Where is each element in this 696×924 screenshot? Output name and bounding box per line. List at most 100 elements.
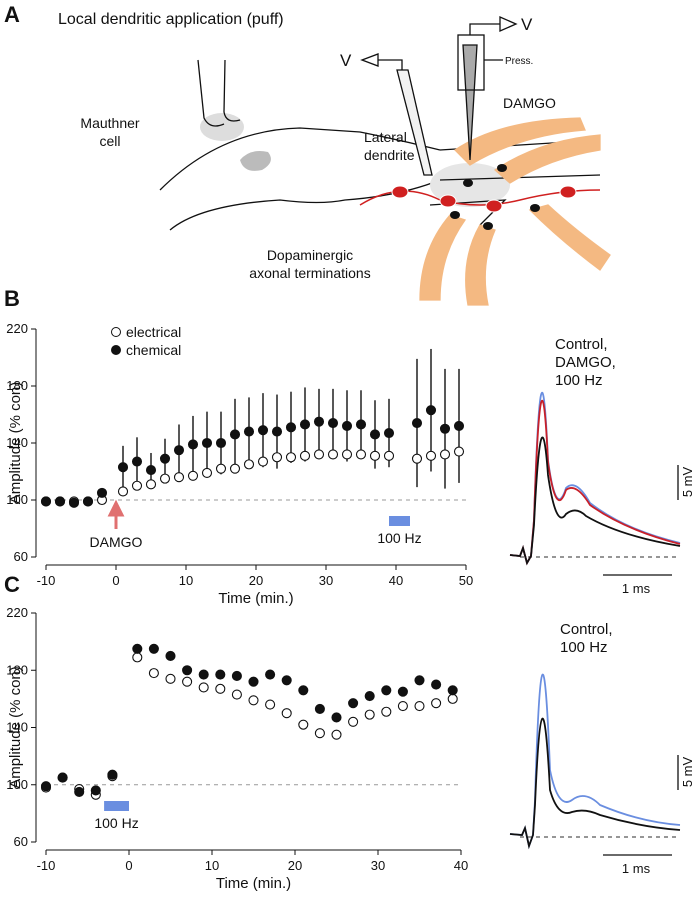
point bbox=[299, 419, 311, 430]
point bbox=[383, 450, 395, 461]
point bbox=[96, 487, 108, 498]
point bbox=[348, 698, 359, 709]
axon-fiber bbox=[528, 204, 611, 271]
axon-fiber bbox=[465, 224, 496, 306]
point bbox=[414, 675, 425, 686]
axon-fiber bbox=[493, 134, 601, 184]
point bbox=[364, 690, 375, 702]
diagram-label: dendrite bbox=[364, 147, 415, 163]
point bbox=[145, 479, 157, 490]
point bbox=[281, 675, 292, 686]
point bbox=[132, 652, 143, 663]
point bbox=[187, 470, 199, 481]
x-tick-label: 40 bbox=[389, 573, 403, 588]
trace-legend: Control, bbox=[555, 336, 608, 353]
trace-legend: 100 Hz bbox=[555, 372, 603, 389]
scale-label: 1 ms bbox=[622, 581, 651, 596]
point bbox=[248, 676, 259, 687]
point bbox=[248, 695, 259, 706]
point bbox=[355, 449, 367, 460]
nucleus bbox=[240, 151, 271, 171]
point bbox=[285, 452, 297, 463]
point bbox=[243, 426, 255, 437]
stim-bar bbox=[389, 516, 410, 526]
diagram-label: cell bbox=[99, 133, 120, 149]
point bbox=[364, 709, 375, 720]
y-axis-label: Amplitude (% con) bbox=[7, 382, 24, 505]
point bbox=[281, 708, 292, 719]
x-tick-label: 10 bbox=[205, 858, 219, 873]
panel-label: C bbox=[4, 572, 20, 597]
y-tick-label: 140 bbox=[6, 720, 28, 735]
x-tick-label: 10 bbox=[179, 573, 193, 588]
diagram-label: DAMGO bbox=[503, 95, 556, 111]
point bbox=[447, 685, 458, 696]
trace-legend: DAMGO, bbox=[555, 354, 616, 371]
point bbox=[243, 459, 255, 470]
y-axis-label: Amplitude (% con) bbox=[7, 666, 24, 789]
y-tick-label: 60 bbox=[14, 549, 28, 564]
point bbox=[314, 703, 325, 714]
legend-marker bbox=[111, 345, 121, 355]
point bbox=[341, 449, 353, 460]
point bbox=[431, 679, 442, 690]
point bbox=[397, 700, 408, 712]
point bbox=[215, 669, 226, 680]
point bbox=[148, 643, 159, 654]
point bbox=[265, 669, 276, 680]
x-tick-label: -10 bbox=[37, 573, 56, 588]
point bbox=[82, 496, 94, 507]
x-tick-label: -10 bbox=[37, 858, 56, 873]
point bbox=[40, 781, 52, 792]
point bbox=[131, 480, 143, 491]
point bbox=[341, 420, 353, 431]
point bbox=[159, 473, 171, 484]
point bbox=[229, 463, 241, 474]
point bbox=[298, 719, 309, 730]
point bbox=[145, 465, 157, 476]
point bbox=[57, 772, 68, 783]
point bbox=[187, 439, 199, 450]
point bbox=[132, 643, 143, 654]
stim-bar bbox=[104, 801, 129, 811]
x-axis-label: Time (min.) bbox=[216, 875, 291, 892]
point bbox=[331, 729, 342, 740]
point bbox=[173, 445, 185, 456]
y-tick-label: 220 bbox=[6, 605, 28, 620]
y-tick-label: 180 bbox=[6, 378, 28, 393]
point bbox=[298, 685, 309, 696]
point bbox=[68, 497, 80, 508]
recording-electrode bbox=[396, 69, 433, 176]
point bbox=[201, 437, 213, 449]
point bbox=[229, 429, 241, 440]
point bbox=[117, 486, 129, 497]
x-tick-label: 20 bbox=[288, 858, 302, 873]
y-tick-label: 140 bbox=[6, 435, 28, 450]
point bbox=[411, 417, 423, 429]
point bbox=[447, 693, 458, 704]
point bbox=[182, 665, 193, 676]
point bbox=[54, 496, 66, 507]
y-tick-label: 180 bbox=[6, 662, 28, 677]
legend-label: electrical bbox=[126, 324, 181, 340]
point bbox=[271, 452, 283, 463]
point bbox=[313, 449, 325, 460]
diagram-label: Dopaminergic bbox=[267, 247, 353, 263]
point bbox=[331, 712, 342, 723]
scale-label: 1 ms bbox=[622, 861, 651, 876]
pipette bbox=[197, 59, 241, 127]
trace-legend: 100 Hz bbox=[560, 639, 608, 656]
panel-label: B bbox=[4, 286, 20, 311]
point bbox=[313, 416, 325, 427]
point bbox=[397, 686, 408, 697]
point bbox=[215, 683, 226, 694]
x-tick-label: 50 bbox=[459, 573, 473, 588]
point bbox=[198, 682, 209, 693]
point bbox=[231, 689, 242, 700]
point bbox=[453, 446, 465, 457]
point bbox=[327, 449, 339, 460]
point bbox=[439, 449, 451, 460]
point bbox=[383, 427, 395, 439]
pipette-holder bbox=[457, 34, 485, 91]
point bbox=[425, 405, 437, 416]
